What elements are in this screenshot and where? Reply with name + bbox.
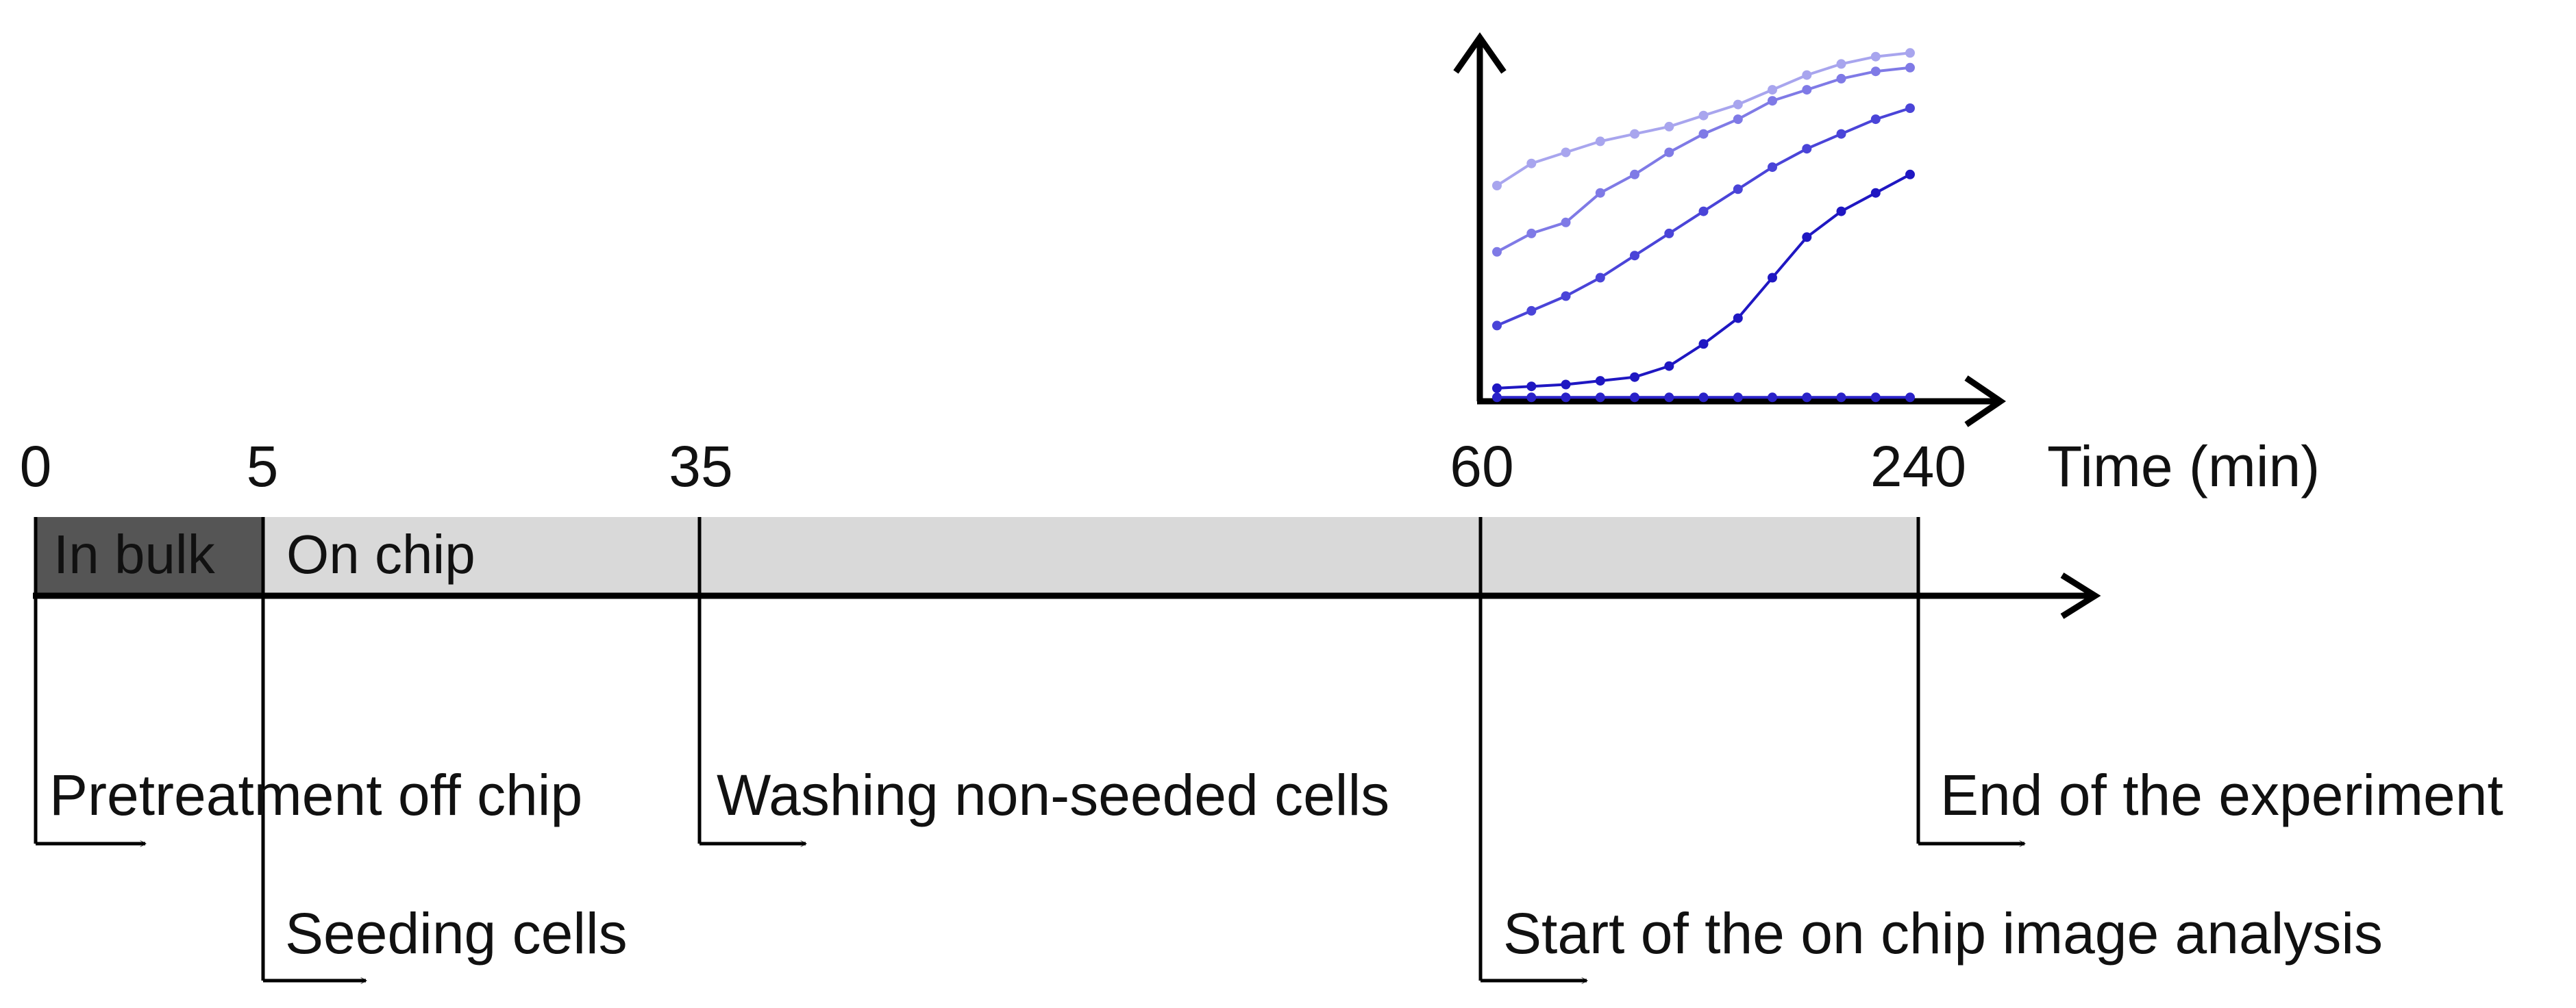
inset-series-5-point: [1664, 392, 1674, 403]
tick-label-60: 60: [1450, 434, 1513, 499]
inset-series-3-point: [1802, 144, 1812, 154]
inset-series-5-point: [1836, 392, 1846, 403]
inset-y-axis-arrowhead: [1453, 32, 1507, 74]
event-lines: [34, 517, 2024, 981]
inset-series-4-point: [1698, 339, 1709, 349]
inset-series-2-point: [1595, 188, 1605, 198]
inset-series-5-point: [1870, 392, 1881, 403]
inset-series-3-point: [1526, 305, 1537, 316]
inset-series-4-point: [1870, 188, 1881, 198]
tick-label-5: 5: [247, 434, 279, 499]
inset-series-5-point: [1802, 392, 1812, 403]
tick-label-0: 0: [20, 434, 52, 499]
inset-series-5-point: [1561, 392, 1571, 403]
inset-series-5-point: [1595, 392, 1605, 403]
inset-series-2-point: [1526, 228, 1537, 238]
inset-series-1-point: [1836, 59, 1846, 69]
inset-series-4-point: [1664, 361, 1674, 371]
phase-label-in-bulk: In bulk: [53, 524, 216, 585]
phase-bar-in-bulk: [36, 517, 263, 596]
inset-series-2-point: [1492, 247, 1502, 257]
inset-series-5-point: [1733, 392, 1743, 403]
inset-series-2-point: [1836, 73, 1846, 84]
inset-series-2-point: [1870, 66, 1881, 77]
inset-series-4-point: [1492, 383, 1502, 393]
phase-bars: In bulk On chip: [36, 517, 1920, 596]
inset-series-1-point: [1664, 121, 1674, 131]
inset-series-3-point: [1870, 114, 1881, 125]
inset-series-1-point: [1905, 48, 1915, 58]
inset-series-4-point: [1733, 313, 1743, 323]
event-label-pretreatment: Pretreatment off chip: [49, 763, 582, 827]
inset-chart: [1453, 32, 2007, 427]
inset-series-5-point: [1698, 392, 1709, 403]
inset-series-group: [1492, 48, 1915, 403]
timeline-axis-arrowhead: [2060, 572, 2101, 619]
inset-series-3-point: [1768, 162, 1777, 173]
inset-series-5-point: [1492, 392, 1502, 403]
inset-series-3-point: [1630, 251, 1639, 261]
inset-series-2-point: [1768, 96, 1777, 106]
inset-series-2-point: [1802, 85, 1812, 95]
inset-series-1-point: [1802, 70, 1812, 80]
event-label-end: End of the experiment: [1940, 763, 2503, 827]
inset-series-4-point: [1630, 372, 1639, 382]
inset-series-2-point: [1561, 217, 1571, 227]
axis-title: Time (min): [2047, 434, 2320, 499]
event-label-seeding: Seeding cells: [285, 901, 628, 966]
inset-series-4-point: [1561, 379, 1571, 390]
inset-series-4-point: [1905, 169, 1915, 179]
inset-series-4-point: [1836, 206, 1846, 216]
inset-series-line-2: [1496, 66, 1911, 253]
event-label-washing: Washing non-seeded cells: [717, 763, 1389, 827]
inset-series-3-point: [1595, 273, 1605, 283]
inset-series-3-point: [1698, 206, 1709, 216]
inset-series-3-point: [1664, 228, 1674, 238]
inset-x-axis-arrowhead: [1964, 375, 2007, 427]
phase-bar-on-chip: [263, 517, 1920, 596]
inset-series-3-point: [1836, 129, 1846, 139]
inset-series-1-point: [1492, 181, 1502, 190]
inset-series-2-point: [1733, 114, 1743, 125]
inset-series-1-point: [1526, 158, 1537, 168]
inset-series-2-point: [1905, 62, 1915, 73]
inset-series-5-point: [1630, 392, 1639, 403]
inset-series-4-point: [1802, 232, 1812, 242]
inset-series-4-point: [1595, 376, 1605, 386]
inset-series-1-point: [1630, 129, 1639, 139]
tick-label-35: 35: [669, 434, 732, 499]
inset-series-1-point: [1870, 51, 1881, 62]
event-labels: Pretreatment off chip Seeding cells Wash…: [49, 763, 2503, 966]
inset-series-line-3: [1496, 107, 1911, 327]
event-label-image-analysis-start: Start of the on chip image analysis: [1503, 901, 2383, 966]
inset-series-1-point: [1595, 136, 1605, 147]
inset-series-2-point: [1664, 147, 1674, 158]
phase-label-on-chip: On chip: [286, 524, 475, 585]
inset-series-2-point: [1698, 129, 1709, 139]
inset-series-2-point: [1630, 169, 1639, 179]
inset-series-3-point: [1492, 320, 1502, 331]
inset-series-3-point: [1733, 184, 1743, 194]
inset-series-1-point: [1733, 99, 1743, 110]
inset-series-4-point: [1768, 273, 1777, 283]
inset-series-1-point: [1768, 85, 1777, 95]
inset-series-1-point: [1698, 110, 1709, 121]
inset-series-3-point: [1905, 103, 1915, 113]
tick-label-240: 240: [1870, 434, 1966, 499]
inset-series-5-point: [1905, 392, 1915, 403]
inset-series-4-point: [1526, 381, 1537, 392]
axis-tick-labels: 0 5 35 60 240 Time (min): [20, 434, 2320, 499]
inset-series-3-point: [1561, 291, 1571, 301]
inset-series-5-point: [1526, 392, 1537, 403]
inset-series-5-point: [1768, 392, 1777, 403]
inset-series-1-point: [1561, 147, 1571, 158]
